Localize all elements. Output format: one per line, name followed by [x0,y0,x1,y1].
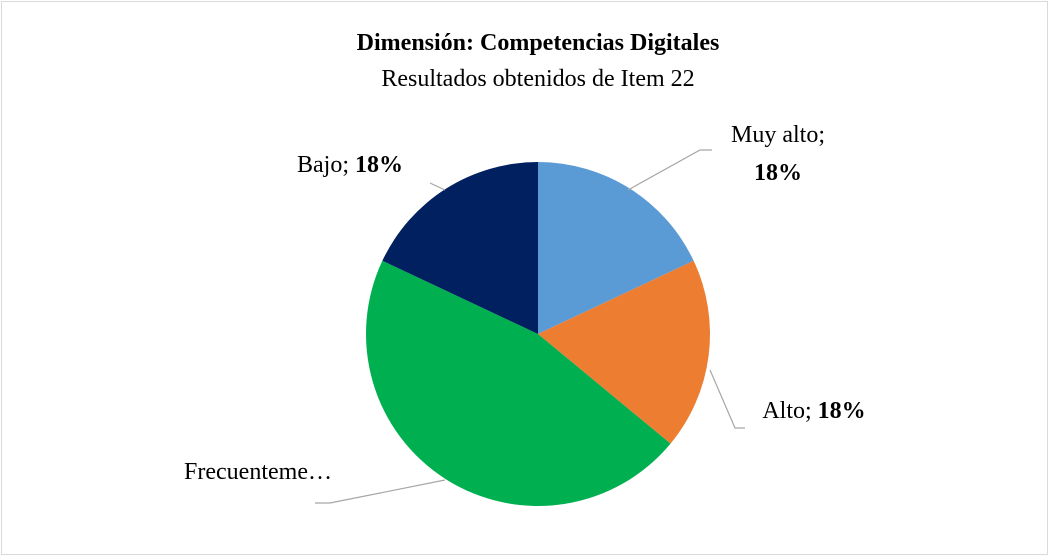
pie-slice [366,260,671,506]
data-label-value: 18% [818,398,866,424]
data-label: Alto; 18% [762,398,865,424]
data-label-value: 18% [754,160,802,186]
data-label-category: Frecuenteme… [184,459,332,485]
data-label-value: 18% [355,152,403,178]
pie-slice [382,162,538,334]
data-label-category: Muy alto; [731,122,825,148]
data-label-category: Bajo; [297,152,349,178]
data-label: Frecuenteme… [184,459,332,485]
data-label: Muy alto; 18% [731,122,825,186]
leader-line [315,479,446,504]
leader-line [627,149,712,191]
chart-subtitle: Resultados obtenidos de Item 22 [381,66,694,92]
pie-slice [538,260,710,444]
leader-line [429,182,446,191]
data-label: Bajo; 18% [297,152,403,178]
leader-line [709,369,745,429]
data-label-category: Alto; [762,398,811,424]
pie-slice [538,162,694,334]
chart-title: Dimensión: Competencias Digitales [357,30,720,56]
